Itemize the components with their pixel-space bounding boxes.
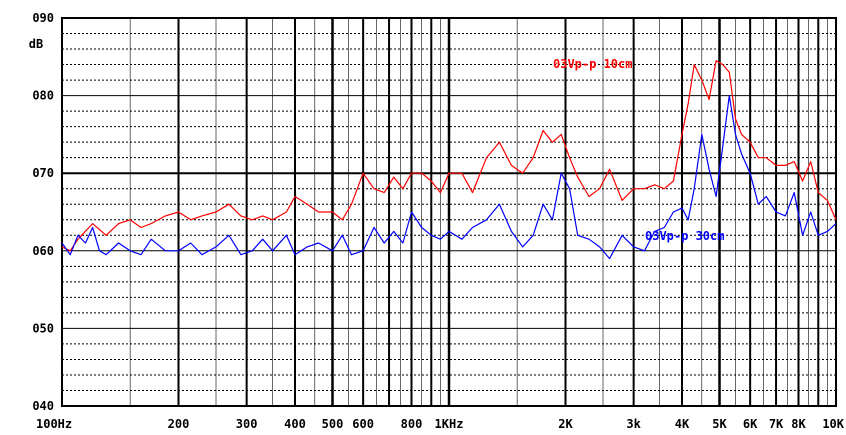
x-tick-label: 300: [236, 417, 258, 431]
series-label-30cm: 03Vp-p 30cm: [645, 229, 724, 243]
y-tick-label: 050: [32, 321, 54, 335]
x-tick-label: 8K: [791, 417, 806, 431]
x-tick-label: 6K: [743, 417, 758, 431]
x-tick-label: 4K: [675, 417, 690, 431]
x-tick-label: 100Hz: [36, 417, 72, 431]
x-tick-label: 800: [401, 417, 423, 431]
minor-gridlines: [62, 18, 836, 406]
plot-frame: [61, 17, 837, 407]
x-tick-label: 600: [352, 417, 374, 431]
series-line-1: [61, 94, 837, 260]
x-tick-label: 10K: [822, 417, 844, 431]
y-tick-label: 090: [32, 11, 54, 25]
plot-border: [61, 17, 837, 407]
x-tick-label: 400: [284, 417, 306, 431]
x-axis-labels: 100Hz 200 300 400 500 600 800 1KHz 2K 3k 4K 5K 6K 7K 8…: [36, 417, 845, 431]
x-tick-label: 1KHz: [435, 417, 464, 431]
y-tick-label: 040: [32, 399, 54, 413]
series-lines: [61, 60, 837, 260]
x-tick-label: 3k: [626, 417, 641, 431]
y-tick-label: 060: [32, 244, 54, 258]
y-tick-label: 070: [32, 166, 54, 180]
x-tick-label: 7K: [769, 417, 784, 431]
y-tick-label: 080: [32, 89, 54, 103]
y-axis-labels: 090 080 070 060 050 040: [32, 11, 54, 413]
x-tick-label: 200: [168, 417, 190, 431]
x-tick-label: 2K: [558, 417, 573, 431]
x-tick-label: 5K: [712, 417, 727, 431]
y-axis-unit-label: dB: [29, 37, 43, 51]
series-line-0: [61, 60, 837, 252]
series-label-10cm: 03Vp-p 10cm: [553, 57, 632, 71]
x-tick-label: 500: [322, 417, 344, 431]
